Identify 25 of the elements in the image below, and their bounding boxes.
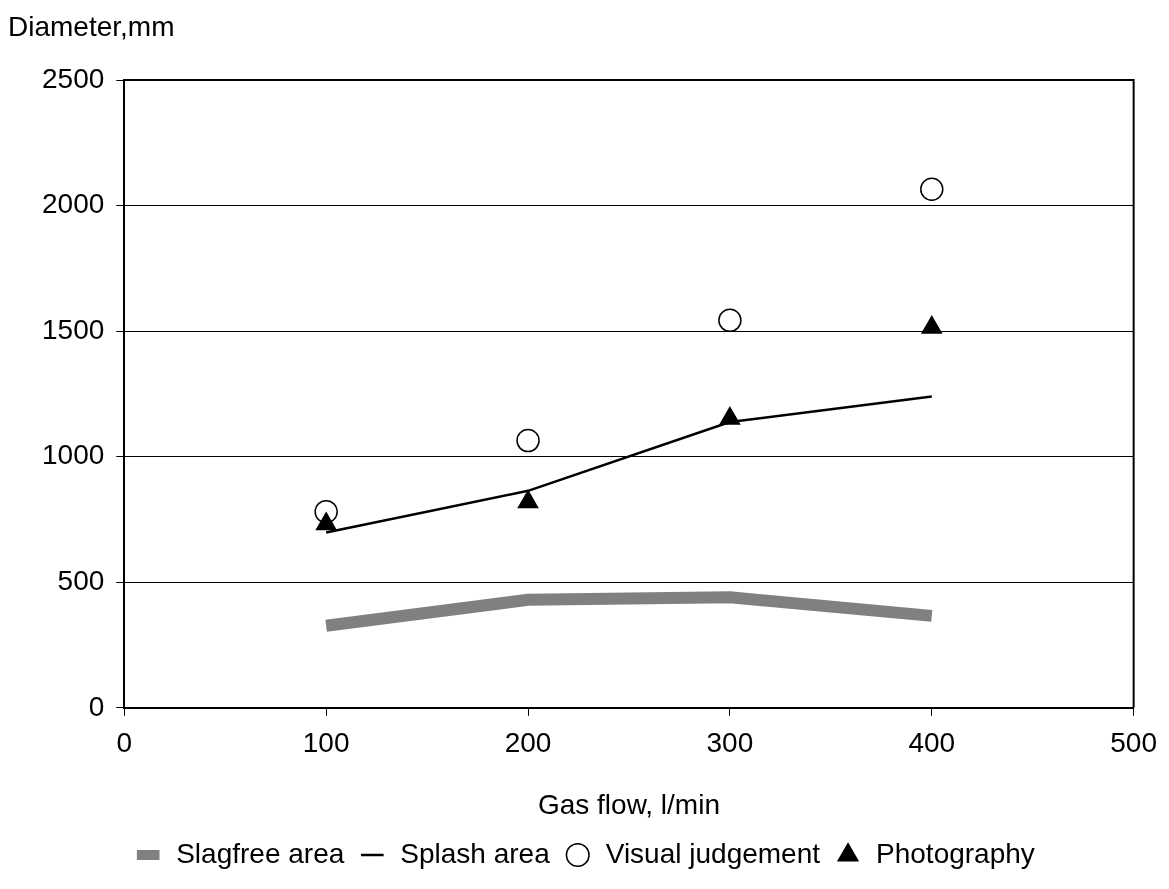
y-tick-label: 500: [57, 564, 105, 596]
y-tick-label: 2500: [41, 62, 105, 94]
x-tick-label: 100: [302, 727, 350, 759]
x-axis-title: Gas flow, l/min: [537, 788, 720, 820]
point: [921, 315, 943, 334]
y-axis-title: Diameter,mm: [8, 10, 175, 42]
x-tick-label: 500: [1110, 727, 1157, 759]
x-tick-label: 400: [908, 727, 956, 759]
x-tick-label: 0: [116, 727, 133, 759]
point: [920, 177, 944, 201]
y-tick-label: 2000: [41, 188, 105, 220]
y-tick-label: 1000: [41, 439, 105, 471]
legend-label: Slagfree area: [176, 837, 345, 869]
legend-label: Splash area: [400, 837, 551, 869]
point: [315, 512, 337, 531]
point: [719, 406, 741, 425]
point: [516, 428, 540, 453]
point: [517, 490, 539, 509]
point: [718, 308, 742, 333]
y-tick-label: 0: [88, 690, 105, 722]
y-tick-label: 1500: [41, 313, 105, 345]
legend-label: Photography: [876, 837, 1035, 869]
x-tick-label: 300: [706, 727, 754, 759]
legend-label: Visual judgement: [605, 837, 821, 869]
x-tick-label: 200: [504, 727, 552, 759]
